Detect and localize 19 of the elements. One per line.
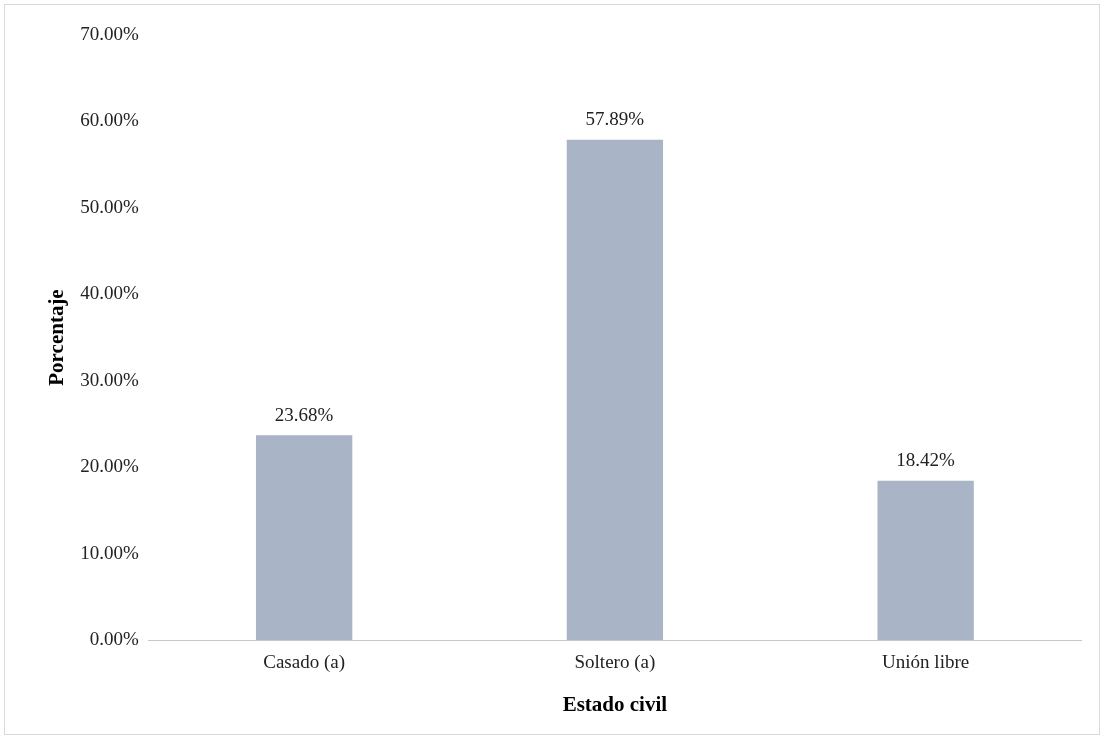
y-tick-label: 30.00% [80, 368, 139, 390]
bar [877, 480, 974, 640]
x-tick-label: Unión libre [882, 651, 970, 673]
bar [255, 435, 353, 640]
bar [566, 139, 664, 640]
y-axis-title: Porcentaje [44, 289, 69, 386]
data-label: 23.68% [274, 403, 334, 425]
x-axis-title: Estado civil [562, 691, 668, 716]
y-tick-label: 0.00% [89, 627, 139, 649]
x-tick-label: Casado (a) [263, 651, 346, 674]
y-tick-label: 10.00% [80, 541, 139, 563]
x-tick-label: Soltero (a) [574, 651, 656, 674]
y-tick-label: 50.00% [80, 195, 139, 217]
y-tick-label: 20.00% [80, 455, 139, 477]
data-label: 18.42% [896, 449, 956, 471]
y-tick-label: 70.00% [80, 22, 139, 44]
y-tick-label: 60.00% [80, 109, 139, 131]
y-tick-label: 40.00% [80, 282, 139, 304]
data-label: 57.89% [585, 108, 645, 130]
